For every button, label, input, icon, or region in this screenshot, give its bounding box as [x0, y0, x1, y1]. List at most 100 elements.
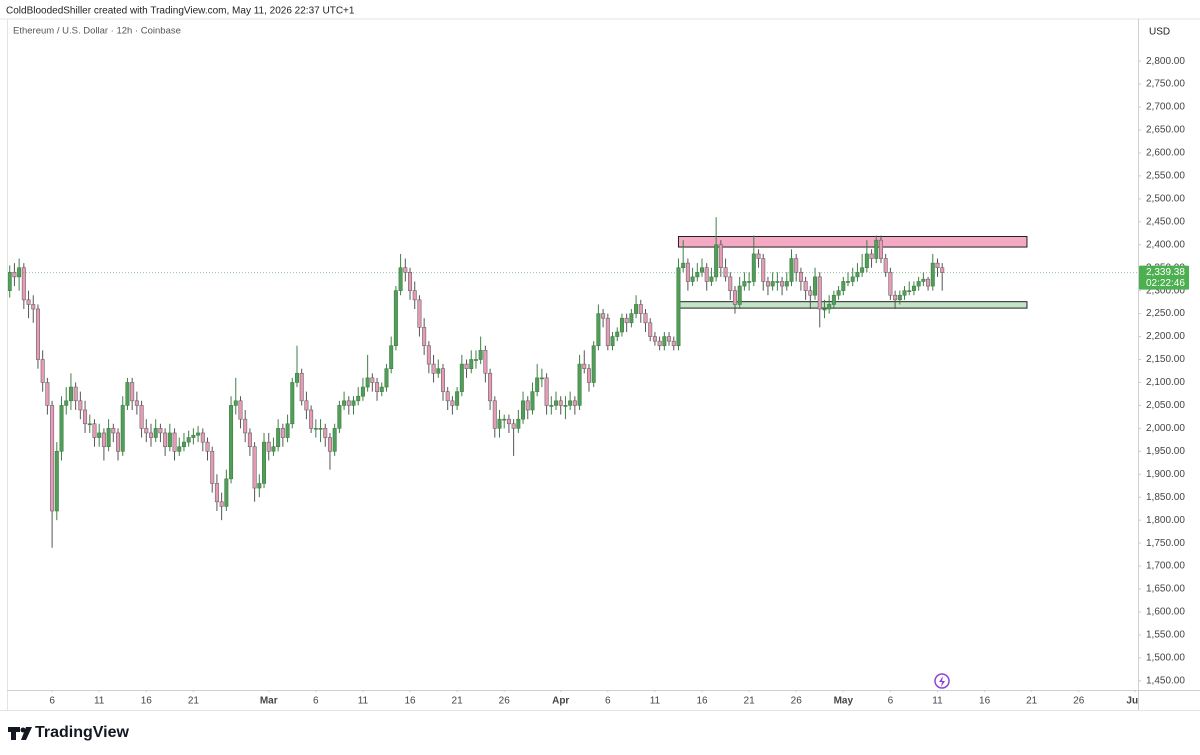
y-tick-label: 2,500.00: [1146, 193, 1185, 204]
countdown-label: 02:22:46: [1146, 278, 1185, 289]
candle-body: [469, 359, 474, 369]
candle-body: [798, 271, 803, 282]
candle-body: [8, 271, 12, 291]
candle-body: [756, 253, 761, 259]
candle-body: [370, 377, 375, 383]
y-tick-label: 2,750.00: [1146, 79, 1185, 90]
candle-body: [426, 345, 431, 365]
candle-body: [846, 281, 851, 283]
plot-area: [8, 217, 1138, 548]
candle-body: [87, 423, 92, 426]
candle-body: [681, 262, 686, 269]
candle-body: [558, 400, 563, 406]
y-tick-label: 2,100.00: [1146, 377, 1185, 388]
candle-body: [365, 377, 370, 388]
candle-body: [808, 290, 813, 296]
candle-body: [577, 363, 582, 406]
price-zone: [677, 301, 1028, 309]
candle-body: [794, 258, 799, 273]
candle-body: [761, 258, 766, 282]
y-tick-label: 1,800.00: [1146, 515, 1185, 526]
candle-body: [601, 313, 606, 319]
price-zone: [677, 235, 1028, 248]
y-tick-label: 2,400.00: [1146, 239, 1185, 250]
candle-body: [158, 428, 163, 434]
candle-body: [408, 271, 413, 291]
candle-body: [59, 405, 64, 452]
candle-body: [360, 386, 365, 397]
currency-label: USD: [1149, 27, 1170, 38]
candle-body: [657, 340, 662, 347]
x-tick-label: 11: [650, 696, 661, 707]
candle-body: [120, 405, 125, 452]
candle-body: [163, 432, 168, 448]
candle-body: [718, 244, 723, 269]
candle-body: [780, 281, 785, 287]
candle-body: [714, 244, 719, 278]
candle-body: [883, 258, 888, 273]
candle-body: [45, 382, 50, 406]
y-tick-label: 2,050.00: [1146, 400, 1185, 411]
candle-body: [97, 432, 102, 438]
y-tick-label: 1,500.00: [1146, 653, 1185, 664]
x-tick-label: 21: [188, 696, 200, 707]
candle-body: [539, 377, 544, 380]
candle-body: [229, 405, 234, 480]
candle-body: [827, 304, 832, 310]
candle-body: [412, 290, 417, 301]
candle-body: [431, 363, 436, 374]
candle-body: [290, 382, 295, 425]
x-tick-label: 11: [358, 696, 369, 707]
candle-body: [384, 368, 389, 388]
candle-body: [709, 276, 714, 282]
candle-body: [153, 428, 158, 438]
candle-body: [266, 441, 271, 452]
y-tick-label: 1,750.00: [1146, 538, 1185, 549]
candle-body: [177, 446, 182, 452]
candle-body: [116, 432, 121, 452]
candle-body: [379, 386, 384, 392]
candle-body: [831, 294, 836, 305]
candle-body: [850, 276, 855, 282]
candle-body: [40, 359, 45, 383]
candle-body: [926, 278, 931, 287]
candle-body: [445, 391, 450, 402]
candle-body: [878, 239, 883, 259]
candle-body: [196, 432, 201, 436]
candle-body: [356, 395, 361, 402]
candle-body: [492, 400, 497, 429]
candle-body: [732, 290, 737, 305]
candle-body: [346, 400, 351, 406]
candle-body: [836, 290, 841, 296]
candle-body: [638, 304, 643, 314]
y-tick-label: 2,450.00: [1146, 216, 1185, 227]
y-tick-label: 2,300.00: [1146, 285, 1185, 296]
candle-body: [483, 350, 488, 374]
candle-body: [125, 382, 130, 406]
candle-body: [455, 391, 460, 406]
candle-body: [897, 294, 902, 301]
candle-body: [332, 428, 337, 452]
candle-body: [930, 262, 935, 287]
candle-body: [200, 432, 205, 443]
candle-body: [243, 418, 248, 434]
candle-body: [403, 267, 408, 273]
candle-body: [262, 441, 267, 484]
candle-body: [690, 276, 695, 282]
candle-body: [459, 363, 464, 392]
candle-body: [214, 483, 219, 503]
x-tick-label: 26: [791, 696, 803, 707]
candle-body: [662, 336, 667, 347]
candle-body: [742, 281, 747, 287]
candle-body: [770, 281, 775, 287]
candle-body: [525, 400, 530, 411]
candle-body: [299, 372, 304, 402]
y-tick-label: 2,550.00: [1146, 171, 1185, 182]
y-tick-label: 2,000.00: [1146, 423, 1185, 434]
candle-body: [78, 400, 83, 411]
x-tick-label: 16: [404, 696, 416, 707]
candle-body: [130, 382, 135, 402]
y-tick-label: 2,200.00: [1146, 331, 1185, 342]
candle-body: [497, 418, 502, 429]
